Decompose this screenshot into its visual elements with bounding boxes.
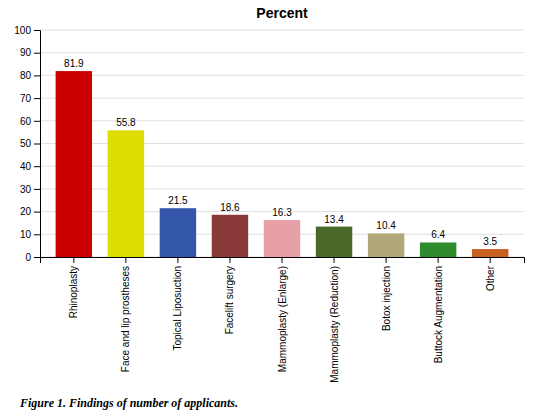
- bar: [316, 227, 352, 257]
- grid-line: [40, 98, 524, 99]
- axis-line: [34, 31, 41, 258]
- tick-mark: [34, 234, 40, 235]
- caption: Figure 1. Findings of number of applican…: [19, 396, 238, 410]
- tick-label: 30: [20, 184, 32, 195]
- tick-mark: [177, 257, 178, 263]
- tick: 60: [20, 116, 40, 127]
- tick: 90: [20, 47, 40, 58]
- data-label: 13.4: [324, 214, 344, 225]
- x-axis: Rhinoplasty Face and lip prostheses Topica…: [41, 257, 525, 383]
- tick-mark: [34, 98, 40, 99]
- data-label: 6.4: [431, 229, 445, 240]
- tick: Buttock Augmentation: [433, 257, 444, 363]
- tick: Mammoplasty (Enlarge): [277, 257, 288, 372]
- plot: 0 10 20 30 40 50 60 70 80 90 100 Rhinoplasty Face an…: [14, 25, 524, 383]
- tick-label: 60: [20, 116, 32, 127]
- grid: [40, 30, 524, 257]
- tick: 10: [20, 229, 40, 240]
- tick-mark: [73, 257, 74, 263]
- tick-label: 20: [20, 206, 32, 217]
- tick: 30: [20, 184, 40, 195]
- tick-mark: [34, 144, 40, 145]
- tick-label: 0: [25, 252, 31, 263]
- tick-label: Other: [485, 265, 496, 291]
- grid-line: [40, 30, 524, 31]
- data-label: 18.6: [220, 202, 240, 213]
- title: Percent: [256, 5, 308, 21]
- tick-label: Mammoplasty (Reduction): [329, 266, 340, 383]
- tick-mark: [386, 257, 387, 263]
- tick-mark: [282, 257, 283, 263]
- tick: 40: [20, 161, 40, 172]
- tick-label: 80: [20, 70, 32, 81]
- bar: [264, 220, 300, 257]
- tick-mark: [34, 75, 40, 76]
- grid-line: [40, 120, 524, 121]
- tick-label: 10: [20, 229, 32, 240]
- tick-label: 90: [20, 47, 32, 58]
- bar: [160, 208, 196, 257]
- tick: Topical Liposuction: [172, 257, 183, 351]
- tick-label: Botox injection: [381, 266, 392, 331]
- tick-label: Face and lip prostheses: [120, 266, 131, 372]
- tick-mark: [34, 30, 40, 31]
- tick-mark: [34, 212, 40, 213]
- data-label: 10.4: [376, 220, 396, 231]
- tick-label: Mammoplasty (Enlarge): [277, 266, 288, 372]
- tick: Mammoplasty (Reduction): [329, 257, 340, 383]
- tick-mark: [125, 257, 126, 263]
- tick-label: Topical Liposuction: [172, 266, 183, 351]
- grid-line: [40, 52, 524, 53]
- tick-mark: [438, 257, 439, 263]
- bar: [368, 233, 404, 257]
- chart: 0 10 20 30 40 50 60 70 80 90 100 Rhinoplasty Face an…: [0, 0, 539, 415]
- data-label: 81.9: [64, 58, 84, 69]
- tick-mark: [34, 121, 40, 122]
- tick: Other: [485, 257, 496, 291]
- tick-label: 50: [20, 138, 32, 149]
- tick: 50: [20, 138, 40, 149]
- tick-label: Rhinoplasty: [68, 266, 79, 318]
- data-label: 21.5: [168, 195, 188, 206]
- tick-label: Buttock Augmentation: [433, 266, 444, 363]
- axis-line: [41, 258, 525, 264]
- bar: [212, 215, 248, 257]
- tick: 70: [20, 93, 40, 104]
- tick: Rhinoplasty: [68, 257, 79, 318]
- tick-mark: [34, 166, 40, 167]
- bar: [472, 249, 508, 257]
- tick-label: Facelift surgery: [224, 266, 235, 334]
- bars: [56, 71, 509, 257]
- bar: [420, 242, 456, 257]
- tick: 0: [25, 252, 40, 263]
- tick: 80: [20, 70, 40, 81]
- tick: Botox injection: [381, 257, 392, 331]
- tick-mark: [34, 189, 40, 190]
- data-label: 16.3: [272, 207, 292, 218]
- tick-mark: [34, 257, 40, 258]
- tick: Face and lip prostheses: [120, 257, 131, 372]
- data-label: 3.5: [483, 236, 497, 247]
- tick-mark: [229, 257, 230, 263]
- data-labels: 81.9 55.8 21.5 18.6 16.3 13.4 10.4 6.4 3.5: [64, 58, 497, 247]
- y-axis: 0 10 20 30 40 50 60 70 80 90 100: [14, 25, 40, 263]
- tick: 100: [14, 25, 40, 36]
- tick-mark: [490, 257, 491, 263]
- tick: Facelift surgery: [224, 257, 235, 334]
- tick-label: 40: [20, 161, 32, 172]
- tick-mark: [334, 257, 335, 263]
- bar: [56, 71, 92, 257]
- tick: 20: [20, 206, 40, 217]
- tick-label: 100: [14, 25, 31, 36]
- bar: [108, 130, 144, 257]
- data-label: 55.8: [116, 117, 136, 128]
- grid-line: [40, 75, 524, 76]
- tick-mark: [34, 53, 40, 54]
- tick-label: 70: [20, 93, 32, 104]
